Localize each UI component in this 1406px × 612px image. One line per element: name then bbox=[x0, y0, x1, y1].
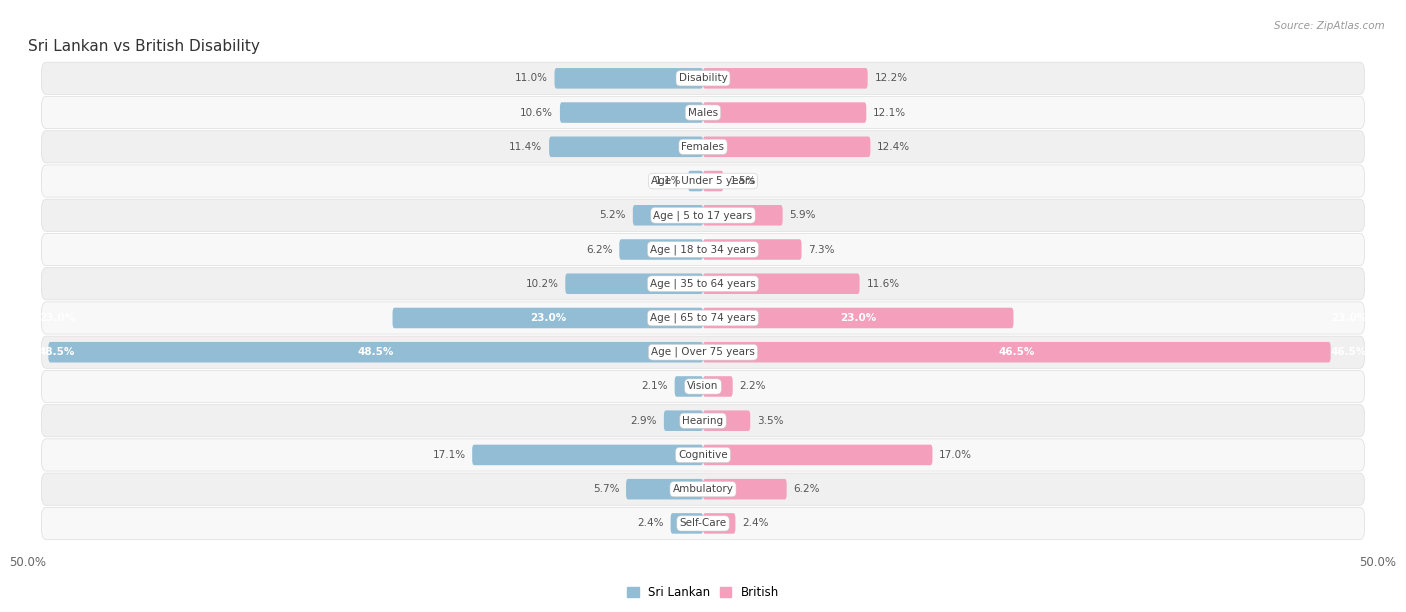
FancyBboxPatch shape bbox=[703, 239, 801, 259]
Text: 11.6%: 11.6% bbox=[866, 278, 900, 289]
FancyBboxPatch shape bbox=[472, 445, 703, 465]
Text: 10.2%: 10.2% bbox=[526, 278, 558, 289]
FancyBboxPatch shape bbox=[41, 370, 1365, 403]
FancyBboxPatch shape bbox=[664, 411, 703, 431]
FancyBboxPatch shape bbox=[703, 513, 735, 534]
Text: 2.4%: 2.4% bbox=[637, 518, 664, 528]
FancyBboxPatch shape bbox=[41, 439, 1365, 471]
Text: Ambulatory: Ambulatory bbox=[672, 484, 734, 494]
FancyBboxPatch shape bbox=[619, 239, 703, 259]
FancyBboxPatch shape bbox=[41, 199, 1365, 231]
FancyBboxPatch shape bbox=[41, 233, 1365, 266]
Text: 17.0%: 17.0% bbox=[939, 450, 972, 460]
Text: 17.1%: 17.1% bbox=[432, 450, 465, 460]
Text: 11.4%: 11.4% bbox=[509, 142, 543, 152]
Text: 11.0%: 11.0% bbox=[515, 73, 548, 83]
FancyBboxPatch shape bbox=[633, 205, 703, 226]
FancyBboxPatch shape bbox=[560, 102, 703, 123]
FancyBboxPatch shape bbox=[41, 507, 1365, 540]
FancyBboxPatch shape bbox=[671, 513, 703, 534]
FancyBboxPatch shape bbox=[41, 131, 1365, 163]
FancyBboxPatch shape bbox=[703, 171, 723, 192]
Text: 10.6%: 10.6% bbox=[520, 108, 553, 118]
Text: Age | Over 75 years: Age | Over 75 years bbox=[651, 347, 755, 357]
FancyBboxPatch shape bbox=[41, 473, 1365, 506]
Text: 2.4%: 2.4% bbox=[742, 518, 769, 528]
FancyBboxPatch shape bbox=[703, 136, 870, 157]
Text: 5.2%: 5.2% bbox=[599, 211, 626, 220]
FancyBboxPatch shape bbox=[703, 274, 859, 294]
Text: 2.2%: 2.2% bbox=[740, 381, 766, 392]
Text: 23.0%: 23.0% bbox=[841, 313, 876, 323]
Legend: Sri Lankan, British: Sri Lankan, British bbox=[621, 581, 785, 603]
Text: 1.1%: 1.1% bbox=[655, 176, 682, 186]
Text: 48.5%: 48.5% bbox=[357, 347, 394, 357]
Text: 7.3%: 7.3% bbox=[808, 245, 835, 255]
Text: Females: Females bbox=[682, 142, 724, 152]
FancyBboxPatch shape bbox=[703, 376, 733, 397]
Text: Hearing: Hearing bbox=[682, 416, 724, 426]
FancyBboxPatch shape bbox=[703, 445, 932, 465]
FancyBboxPatch shape bbox=[554, 68, 703, 89]
Text: 5.9%: 5.9% bbox=[789, 211, 815, 220]
Text: Age | 35 to 64 years: Age | 35 to 64 years bbox=[650, 278, 756, 289]
Text: 2.9%: 2.9% bbox=[631, 416, 657, 426]
FancyBboxPatch shape bbox=[675, 376, 703, 397]
FancyBboxPatch shape bbox=[703, 102, 866, 123]
FancyBboxPatch shape bbox=[626, 479, 703, 499]
FancyBboxPatch shape bbox=[41, 302, 1365, 334]
Text: 1.5%: 1.5% bbox=[730, 176, 756, 186]
FancyBboxPatch shape bbox=[41, 336, 1365, 368]
FancyBboxPatch shape bbox=[703, 411, 751, 431]
Text: 12.2%: 12.2% bbox=[875, 73, 907, 83]
Text: Vision: Vision bbox=[688, 381, 718, 392]
Text: 46.5%: 46.5% bbox=[1330, 347, 1367, 357]
FancyBboxPatch shape bbox=[48, 342, 703, 362]
Text: Age | 65 to 74 years: Age | 65 to 74 years bbox=[650, 313, 756, 323]
Text: Age | 18 to 34 years: Age | 18 to 34 years bbox=[650, 244, 756, 255]
Text: Cognitive: Cognitive bbox=[678, 450, 728, 460]
Text: 6.2%: 6.2% bbox=[793, 484, 820, 494]
Text: 48.5%: 48.5% bbox=[39, 347, 76, 357]
Text: 23.0%: 23.0% bbox=[1331, 313, 1367, 323]
FancyBboxPatch shape bbox=[41, 165, 1365, 197]
Text: 3.5%: 3.5% bbox=[756, 416, 783, 426]
Text: Source: ZipAtlas.com: Source: ZipAtlas.com bbox=[1274, 21, 1385, 31]
FancyBboxPatch shape bbox=[550, 136, 703, 157]
Text: 5.7%: 5.7% bbox=[593, 484, 619, 494]
Text: 23.0%: 23.0% bbox=[530, 313, 565, 323]
FancyBboxPatch shape bbox=[703, 205, 783, 226]
FancyBboxPatch shape bbox=[703, 308, 1014, 328]
FancyBboxPatch shape bbox=[703, 342, 1330, 362]
FancyBboxPatch shape bbox=[41, 405, 1365, 437]
FancyBboxPatch shape bbox=[41, 97, 1365, 129]
Text: 6.2%: 6.2% bbox=[586, 245, 613, 255]
Text: 23.0%: 23.0% bbox=[39, 313, 75, 323]
FancyBboxPatch shape bbox=[703, 479, 787, 499]
Text: Sri Lankan vs British Disability: Sri Lankan vs British Disability bbox=[28, 39, 260, 54]
Text: Males: Males bbox=[688, 108, 718, 118]
FancyBboxPatch shape bbox=[392, 308, 703, 328]
FancyBboxPatch shape bbox=[565, 274, 703, 294]
Text: Self-Care: Self-Care bbox=[679, 518, 727, 528]
FancyBboxPatch shape bbox=[41, 267, 1365, 300]
Text: 12.4%: 12.4% bbox=[877, 142, 910, 152]
FancyBboxPatch shape bbox=[688, 171, 703, 192]
Text: 12.1%: 12.1% bbox=[873, 108, 907, 118]
FancyBboxPatch shape bbox=[703, 68, 868, 89]
Text: Age | 5 to 17 years: Age | 5 to 17 years bbox=[654, 210, 752, 220]
Text: Disability: Disability bbox=[679, 73, 727, 83]
Text: 46.5%: 46.5% bbox=[998, 347, 1035, 357]
Text: Age | Under 5 years: Age | Under 5 years bbox=[651, 176, 755, 186]
Text: 2.1%: 2.1% bbox=[641, 381, 668, 392]
FancyBboxPatch shape bbox=[41, 62, 1365, 94]
